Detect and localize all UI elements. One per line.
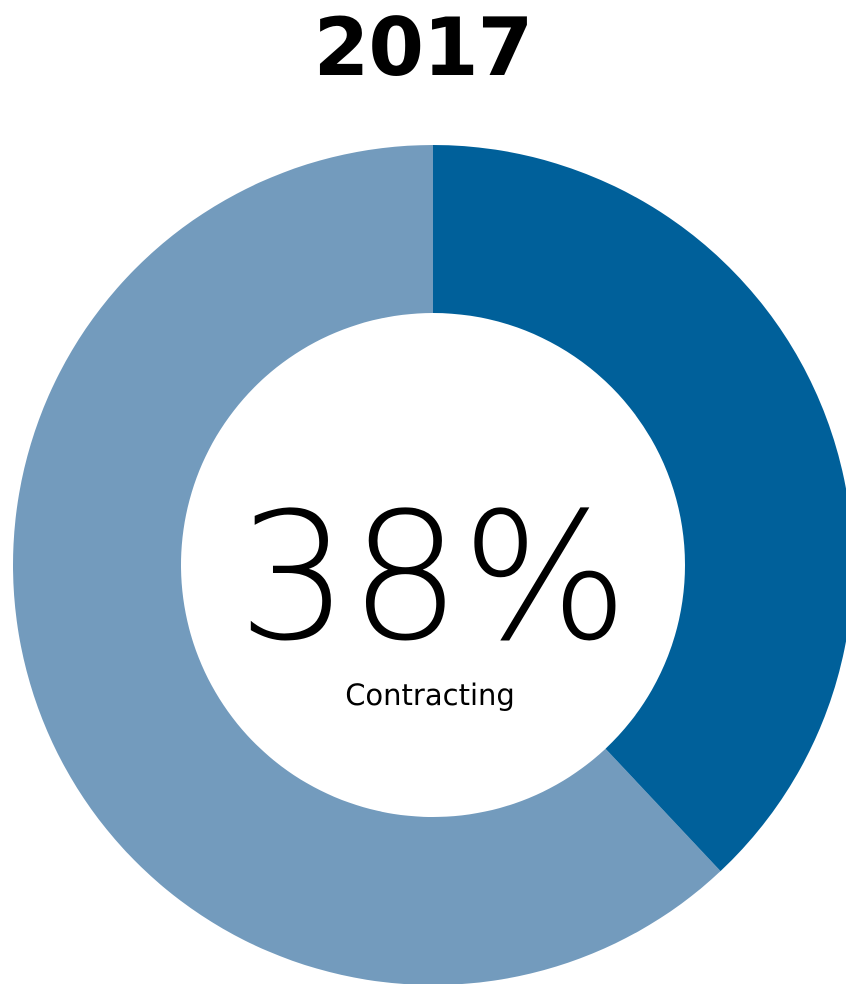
donut-slices [13,145,846,984]
donut-slice-other [13,145,721,984]
chart-title: 2017 [313,1,534,94]
center-label: Contracting [345,678,515,712]
center-value: 38% [237,475,628,680]
donut-slice-contracting [433,145,846,872]
